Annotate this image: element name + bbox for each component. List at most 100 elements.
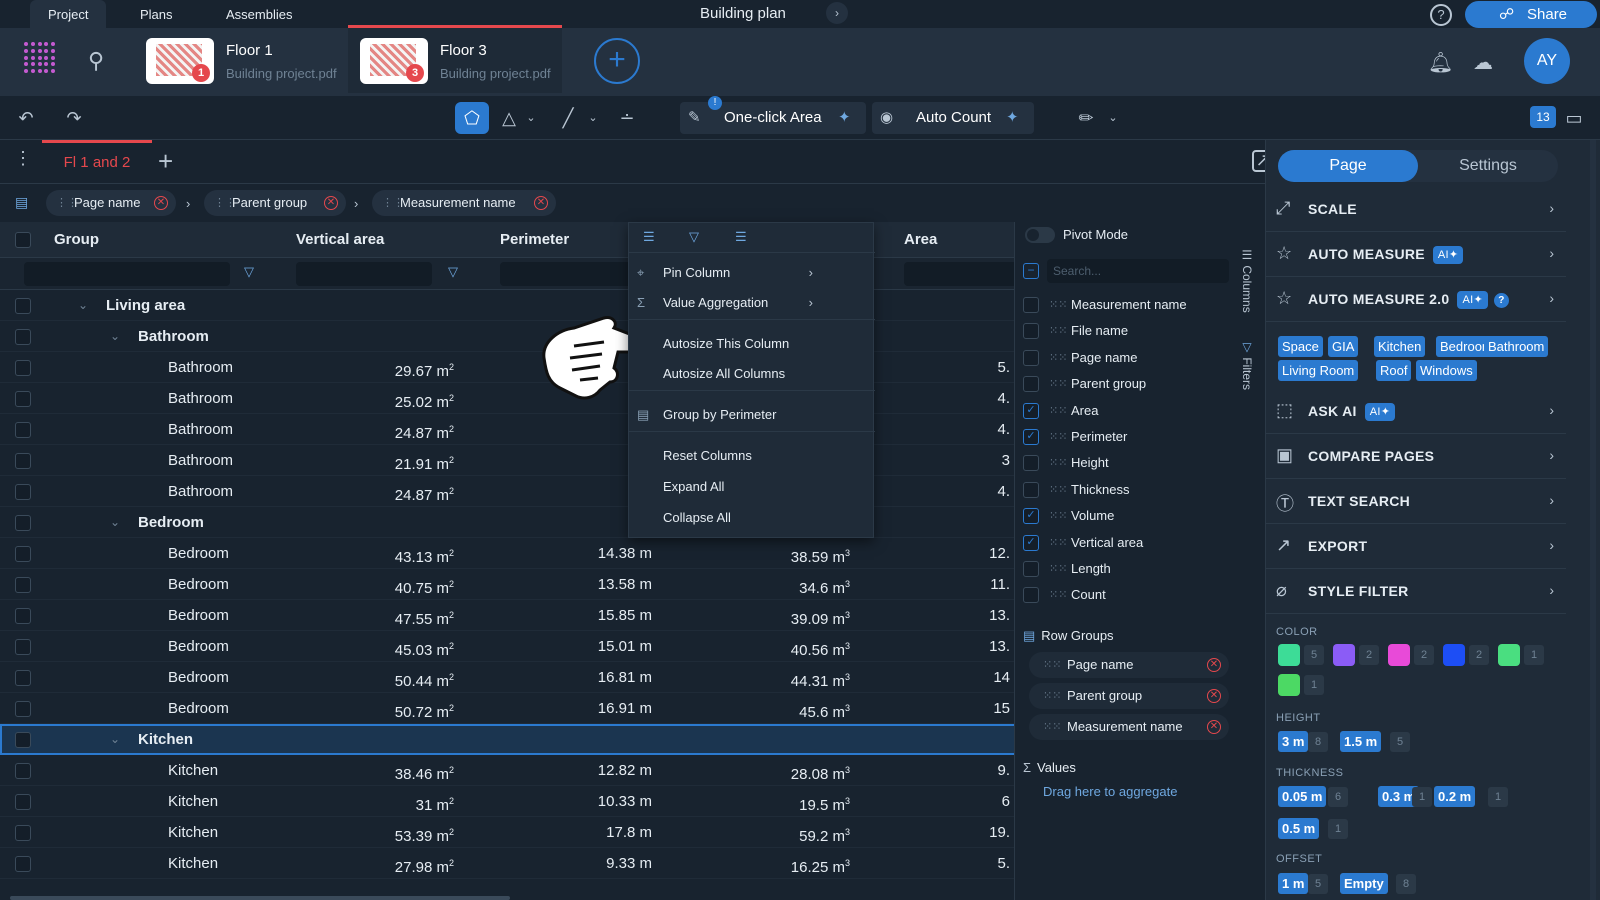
offset-tag[interactable]: Empty xyxy=(1340,873,1388,894)
menu-item[interactable]: Autosize All Columns xyxy=(629,359,875,389)
panel-item-compare-pages[interactable]: ▣ COMPARE PAGES › xyxy=(1266,435,1566,479)
tab-project[interactable]: Project xyxy=(30,0,107,28)
column-checkbox[interactable] xyxy=(1023,349,1039,366)
row-group-chip[interactable]: ⁙⁙ Parent group ✕ xyxy=(1029,683,1229,709)
row-checkbox[interactable] xyxy=(15,577,31,593)
column-checkbox[interactable]: ✓ xyxy=(1023,402,1039,419)
add-file-button[interactable]: + xyxy=(594,38,640,84)
chevron-down-icon[interactable]: ⌄ xyxy=(526,112,536,124)
color-swatch[interactable] xyxy=(1388,644,1410,666)
column-checkbox[interactable]: ✓ xyxy=(1023,534,1039,551)
column-checkbox[interactable]: ✓ xyxy=(1023,508,1039,525)
table-row[interactable]: Kitchen 38.46 m2 12.82 m 28.08 m3 9. xyxy=(0,755,1032,786)
column-toggle-item[interactable]: ⁙⁙ Page name xyxy=(1015,345,1235,371)
height-tag[interactable]: 3 m xyxy=(1278,731,1309,752)
row-group-chip[interactable]: ⁙⁙ Measurement name ✕ xyxy=(1029,714,1229,740)
tab-plans[interactable]: Plans xyxy=(140,7,173,22)
row-checkbox[interactable] xyxy=(15,453,31,469)
remove-icon[interactable]: ✕ xyxy=(1207,689,1221,703)
panel-item-auto-measure[interactable]: ☆ AUTO MEASURE AI✦ › xyxy=(1266,233,1566,277)
file-tab-floor-3[interactable]: 3 Floor 3 Building project.pdf xyxy=(348,25,562,93)
thicknesse-tag[interactable]: 0.2 m xyxy=(1434,786,1476,807)
undo-icon[interactable]: ↶ xyxy=(18,108,34,128)
app-logo-icon[interactable] xyxy=(24,42,56,74)
file-tab-floor-1[interactable]: 1 Floor 1 Building project.pdf xyxy=(134,28,348,96)
row-checkbox[interactable] xyxy=(15,329,31,345)
chevron-down-icon[interactable]: ⌄ xyxy=(110,732,121,746)
share-button[interactable]: ☍ Share xyxy=(1465,1,1597,28)
row-checkbox[interactable] xyxy=(15,701,31,717)
group-chip-measurement-name[interactable]: ⋮⋮ Measurement name ✕ xyxy=(372,190,556,216)
panel-item-export[interactable]: ↗ EXPORT › xyxy=(1266,525,1566,569)
menu-item[interactable]: Reset Columns xyxy=(629,441,875,471)
table-row[interactable]: Bathroom 29.67 m2 5. xyxy=(0,352,1032,383)
row-checkbox[interactable] xyxy=(15,484,31,500)
thicknesse-tag[interactable]: 0.3 m xyxy=(1378,786,1420,807)
row-checkbox[interactable] xyxy=(15,639,31,655)
column-checkbox[interactable] xyxy=(1023,455,1039,472)
row-checkbox[interactable] xyxy=(15,391,31,407)
color-swatch[interactable] xyxy=(1498,644,1520,666)
row-group-chip[interactable]: ⁙⁙ Page name ✕ xyxy=(1029,652,1229,678)
row-checkbox[interactable] xyxy=(15,825,31,841)
bell-icon[interactable]: 🔔︎ xyxy=(1428,52,1454,74)
column-header-group[interactable]: Group xyxy=(54,231,99,248)
auto-measure-tag[interactable]: Bedroom xyxy=(1436,336,1497,357)
thicknesse-tag[interactable]: 0.5 m xyxy=(1278,818,1320,839)
auto-measure-tag[interactable]: Bathroom xyxy=(1484,336,1549,357)
chevron-down-icon[interactable]: ⌄ xyxy=(78,298,89,312)
menu-icon[interactable]: ☰ xyxy=(643,229,655,244)
row-checkbox[interactable] xyxy=(15,360,31,376)
table-row[interactable]: Bedroom 40.75 m2 13.58 m 34.6 m3 11. xyxy=(0,569,1032,600)
auto-count-button[interactable]: ◉ Auto Count ✦ xyxy=(872,102,1034,134)
auto-measure-tag[interactable]: Kitchen xyxy=(1374,336,1426,357)
line-tool-icon[interactable]: ╱ xyxy=(562,108,574,128)
tab-settings[interactable]: Settings xyxy=(1459,157,1517,174)
group-row[interactable]: ⌄ Living area xyxy=(0,290,1032,321)
table-row[interactable]: Bedroom 43.13 m2 14.38 m 38.59 m3 12. xyxy=(0,538,1032,569)
auto-measure-tag[interactable]: Space xyxy=(1278,336,1323,357)
table-row[interactable]: Bedroom 45.03 m2 15.01 m 40.56 m3 13. xyxy=(0,631,1032,662)
row-checkbox[interactable] xyxy=(15,794,31,810)
add-sheet-button[interactable]: + xyxy=(158,146,174,176)
horizontal-scrollbar[interactable] xyxy=(10,896,510,900)
remove-icon[interactable]: ✕ xyxy=(1207,720,1221,734)
filter-icon[interactable]: ▽ xyxy=(689,229,699,244)
vertical-area-filter-input[interactable] xyxy=(296,262,432,286)
chevron-down-icon[interactable]: ⌄ xyxy=(110,515,121,529)
column-toggle-item[interactable]: ⁙⁙ Measurement name xyxy=(1015,292,1235,318)
chevron-right-icon[interactable]: › xyxy=(826,2,848,24)
row-checkbox[interactable] xyxy=(15,608,31,624)
remove-icon[interactable]: ✕ xyxy=(534,196,548,210)
columns-icon[interactable]: ☰ xyxy=(735,229,747,244)
menu-item[interactable]: Collapse All xyxy=(629,503,875,533)
panel-item-style-filter[interactable]: ⌀ STYLE FILTER › xyxy=(1266,570,1566,614)
ruler-icon[interactable]: ✏ xyxy=(1078,108,1094,128)
chevron-down-icon[interactable]: ⌄ xyxy=(110,329,121,343)
color-swatch[interactable] xyxy=(1333,644,1355,666)
row-checkbox[interactable] xyxy=(15,670,31,686)
table-row[interactable]: Bedroom 47.55 m2 15.85 m 39.09 m3 13. xyxy=(0,600,1032,631)
help-icon[interactable]: ? xyxy=(1493,292,1509,308)
row-checkbox[interactable] xyxy=(15,856,31,872)
column-toggle-item[interactable]: ⁙⁙ Parent group xyxy=(1015,371,1235,397)
menu-item[interactable]: Σ Value Aggregation › xyxy=(629,288,875,318)
column-toggle-item[interactable]: ⁙⁙ Count xyxy=(1015,582,1235,608)
table-row[interactable]: Kitchen 53.39 m2 17.8 m 59.2 m3 19. xyxy=(0,817,1032,848)
chat-icon[interactable]: ☁ xyxy=(1473,52,1493,74)
row-checkbox[interactable] xyxy=(15,546,31,562)
color-swatch[interactable] xyxy=(1443,644,1465,666)
menu-item[interactable]: Autosize This Column xyxy=(629,329,875,359)
row-checkbox[interactable] xyxy=(15,763,31,779)
table-row[interactable]: Kitchen 31 m2 10.33 m 19.5 m3 6 xyxy=(0,786,1032,817)
column-toggle-item[interactable]: ✓ ⁙⁙ Area xyxy=(1015,398,1235,424)
column-checkbox[interactable] xyxy=(1023,323,1039,340)
area-tool-icon[interactable]: △ xyxy=(502,108,516,128)
offset-tag[interactable]: 1 m xyxy=(1278,873,1309,894)
table-row[interactable]: Bedroom 50.44 m2 16.81 m 44.31 m3 14 xyxy=(0,662,1032,693)
area-filter-input[interactable] xyxy=(904,262,1032,286)
group-chip-page-name[interactable]: ⋮⋮ Page name ✕ xyxy=(46,190,176,216)
